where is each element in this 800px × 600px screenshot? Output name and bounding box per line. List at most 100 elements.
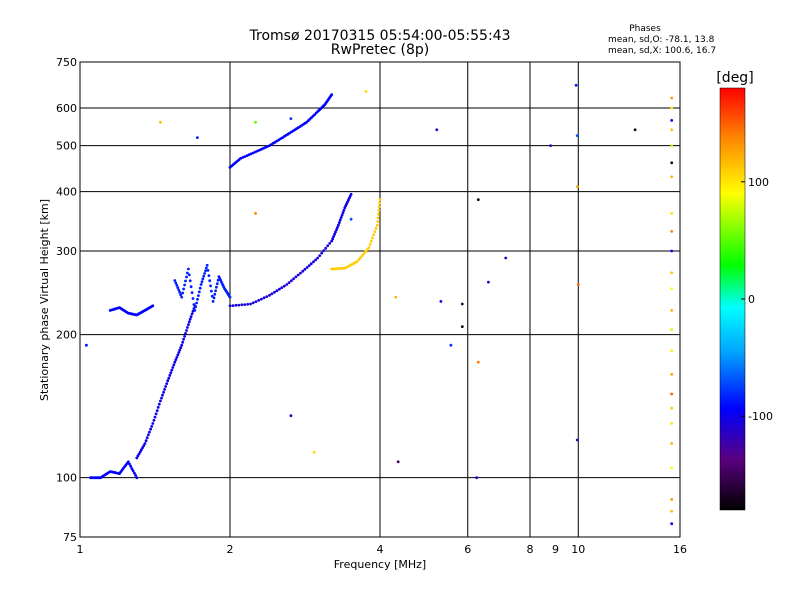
trace-point <box>212 296 216 300</box>
trace-point <box>175 283 179 287</box>
trace-point <box>228 295 232 299</box>
trace-point <box>314 258 317 262</box>
scatter-point <box>85 343 88 347</box>
trace-point <box>140 448 143 452</box>
trace-point <box>203 272 207 275</box>
trace-point <box>378 198 382 202</box>
trace-point <box>252 151 255 155</box>
trace-point <box>290 279 293 283</box>
trace-point <box>278 287 281 291</box>
trace-point <box>368 243 372 246</box>
trace-point <box>164 385 168 388</box>
x-tick-label: 16 <box>673 543 687 556</box>
trace-point <box>377 212 380 216</box>
scatter-point <box>396 460 400 464</box>
scatter-point <box>460 325 464 328</box>
trace-point <box>209 284 213 288</box>
trace-point <box>312 260 315 264</box>
scatter-point <box>575 185 579 189</box>
colorbar-tick-label: 100 <box>748 176 769 189</box>
scatter-point <box>575 438 579 442</box>
y-tick-label: 200 <box>56 329 77 342</box>
trace-point <box>334 230 337 234</box>
trace-point <box>268 293 271 297</box>
trace-point <box>333 232 336 236</box>
trace-point <box>135 456 139 460</box>
column-point <box>670 212 674 215</box>
trace-point <box>182 287 186 291</box>
stats-line-o: mean, sd,O: -78.1, 13.8 <box>608 35 715 45</box>
scatter-point <box>549 144 552 148</box>
trace-point <box>182 337 186 341</box>
column-point <box>670 466 674 469</box>
trace-point <box>171 366 175 369</box>
trace-point <box>234 303 238 307</box>
trace-point <box>247 153 251 157</box>
column-point <box>670 144 674 148</box>
trace-point <box>355 260 359 263</box>
trace-point <box>273 290 276 294</box>
trace-point <box>215 282 219 286</box>
trace-point <box>187 320 191 324</box>
trace-point <box>324 246 328 250</box>
trace-point <box>153 415 157 419</box>
scatter-point <box>394 295 398 299</box>
trace-point <box>190 291 194 294</box>
scatter-point <box>196 136 199 140</box>
trace-point <box>197 294 200 297</box>
data-points <box>85 83 674 526</box>
scatter-point <box>439 300 443 303</box>
trace-point <box>142 444 146 447</box>
y-tick-label: 600 <box>56 102 77 115</box>
trace-point <box>211 300 215 303</box>
trace-point <box>150 425 154 428</box>
trace-point <box>207 274 211 277</box>
trace-point <box>190 312 194 316</box>
trace-point <box>330 239 334 243</box>
colorbar-tick-label: -100 <box>748 410 773 423</box>
trace-point <box>186 271 189 275</box>
trace-point <box>176 353 180 357</box>
trace-point <box>177 288 181 292</box>
x-tick-label: 6 <box>464 543 471 556</box>
trace-point <box>275 289 279 293</box>
colorbar-ticks: 100 0 -100 <box>741 176 773 423</box>
trace-point <box>143 442 147 445</box>
x-axis-label: Frequency [MHz] <box>334 558 426 571</box>
x-axis-ticks: 1 2 4 6 8 9 10 16 <box>77 543 688 556</box>
column-point <box>670 230 674 233</box>
y-tick-label: 300 <box>56 245 77 258</box>
column-point <box>670 392 674 396</box>
column-point <box>670 175 674 179</box>
colorbar <box>719 87 746 511</box>
trace-point <box>337 221 341 225</box>
trace-point <box>156 406 160 409</box>
scatter-point <box>476 198 480 202</box>
scatter-point <box>633 128 637 132</box>
y-tick-label: 75 <box>63 531 77 544</box>
trace-point <box>299 271 302 275</box>
trace-point <box>176 286 180 289</box>
scatter-point <box>575 134 579 138</box>
trace-point <box>301 269 305 273</box>
column-point <box>670 328 674 331</box>
trace-point <box>341 211 345 215</box>
column-point <box>670 522 674 526</box>
trace-point <box>246 302 250 306</box>
trace-point <box>262 296 266 300</box>
trace-point <box>249 302 253 306</box>
trace-point <box>157 402 161 406</box>
trace-point <box>187 323 190 326</box>
trace-point <box>332 235 335 238</box>
column-point <box>670 509 674 513</box>
column-point <box>670 106 674 110</box>
trace-point <box>173 279 177 282</box>
trace-point <box>200 280 204 284</box>
trace-point <box>231 304 235 307</box>
trace-point <box>364 250 367 254</box>
y-tick-label: 500 <box>56 140 77 153</box>
scatter-point <box>475 476 478 480</box>
trace-point <box>162 390 166 394</box>
scatter-point <box>460 302 464 306</box>
scatter-point <box>254 212 257 215</box>
